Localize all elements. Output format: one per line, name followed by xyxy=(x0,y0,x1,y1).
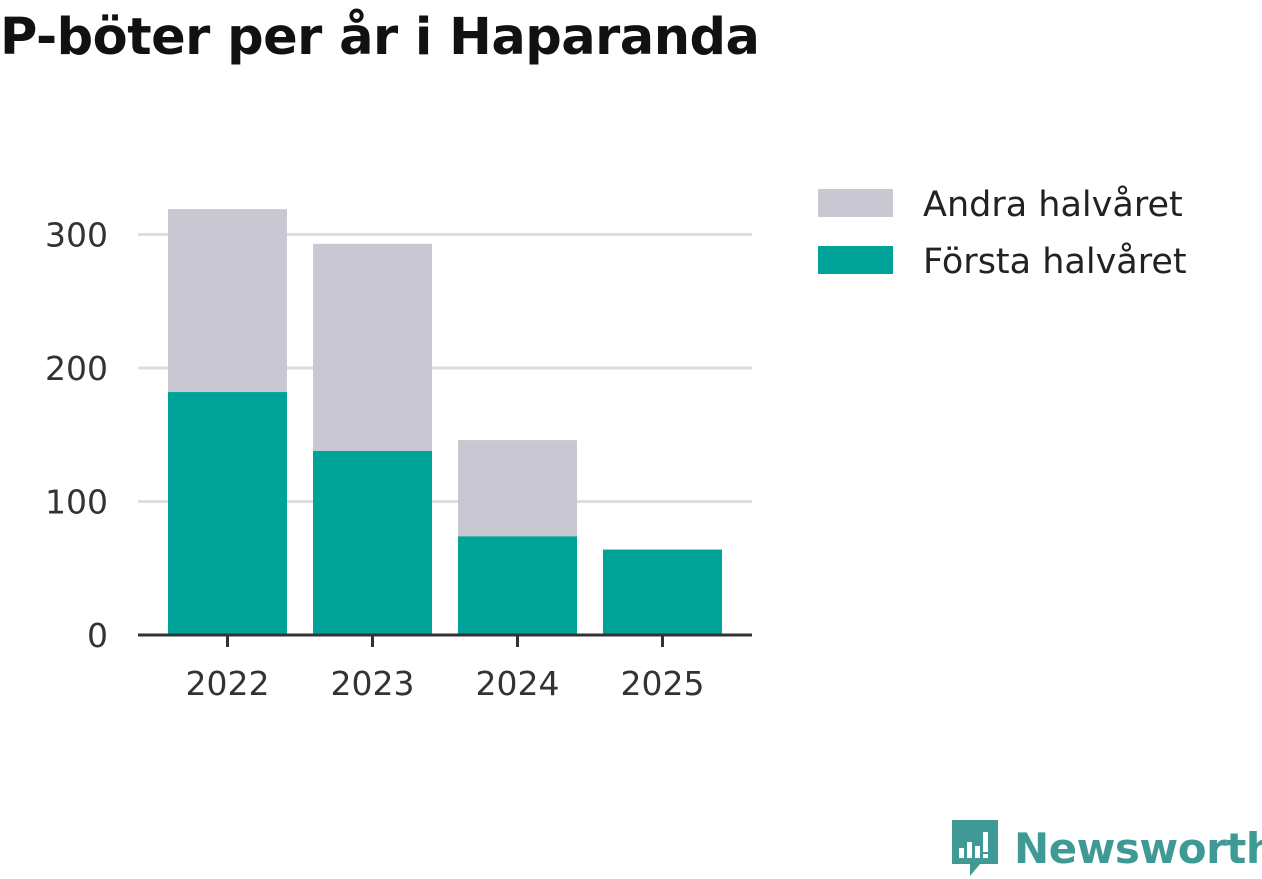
legend-swatch-forsta xyxy=(818,246,893,274)
y-tick-label-0: 0 xyxy=(87,616,108,655)
x-tick-label-2022: 2022 xyxy=(186,664,270,703)
bar-andra-2023 xyxy=(313,243,432,451)
bar-andra-2024 xyxy=(458,440,577,537)
legend-swatch-andra xyxy=(818,189,893,217)
bar-forsta-2025 xyxy=(603,549,722,635)
bar-forsta-2022 xyxy=(168,392,287,635)
bar-andra-2022 xyxy=(168,209,287,393)
y-tick-label-100: 100 xyxy=(45,483,108,522)
legend: Andra halvåret Första halvåret xyxy=(818,184,1187,282)
newsworthy-logo: Newsworthy xyxy=(950,818,1262,878)
bars xyxy=(168,209,722,635)
x-tick-label-2024: 2024 xyxy=(476,664,560,703)
legend-label-forsta: Första halvåret xyxy=(923,241,1187,282)
y-tick-label-300: 300 xyxy=(45,216,108,255)
newsworthy-logo-icon xyxy=(952,820,998,876)
bar-forsta-2023 xyxy=(313,450,432,635)
legend-label-andra: Andra halvåret xyxy=(923,184,1183,225)
x-tick-label-2023: 2023 xyxy=(331,664,415,703)
y-tick-label-200: 200 xyxy=(45,349,108,388)
bar-forsta-2024 xyxy=(458,536,577,635)
x-tick-label-2025: 2025 xyxy=(621,664,705,703)
newsworthy-logo-text: Newsworthy xyxy=(1014,823,1262,873)
axes: 0 100 200 300 2022 2023 2024 2025 xyxy=(45,216,752,703)
chart-title: P-böter per år i Haparanda xyxy=(0,8,760,67)
